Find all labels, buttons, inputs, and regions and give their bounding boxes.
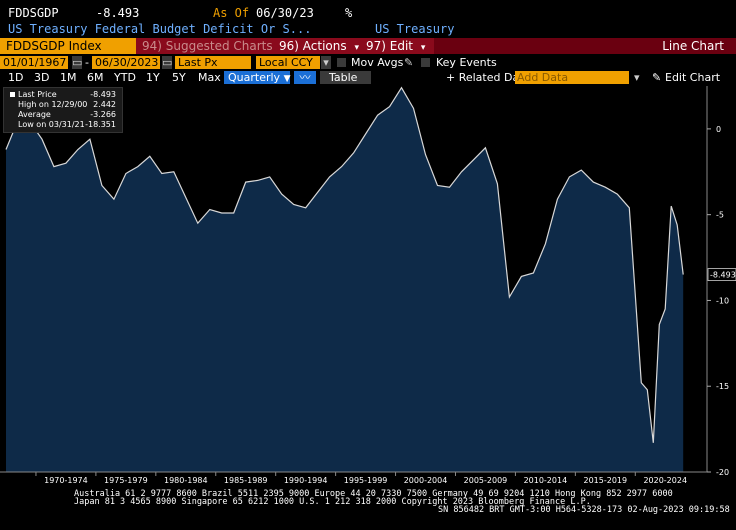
key-events-label: Key Events [436,56,497,69]
footer-contacts-1: Australia 61 2 9777 8600 Brazil 5511 239… [74,489,673,499]
ticker-symbol: FDDSGDP [8,6,59,20]
range-toolbar: 1D 3D 1M 6M YTD 1Y 5Y Max Quarterly ▼ 〰 … [0,71,736,85]
edit-menu[interactable]: 97) Edit ▾ [360,38,434,54]
x-tick-label: 2015-2019 [584,476,628,485]
edit-chart-button[interactable]: Edit Chart [665,71,721,84]
line-chart[interactable]: 0 -5 -10 -15 -20 1970-1974 1975-1979 1980-1984 1… [0,86,736,488]
chevron-down-icon[interactable]: ▾ [321,56,331,69]
last-value-box [707,268,736,281]
y-tick-label: 0 [716,125,721,134]
chart-legend: Last Price -8.493 High on 12/29/00 2.442… [3,87,123,133]
date-controls: 01/01/1967 ▭ - 06/30/2023 ▭ Last Px Loca… [0,56,736,70]
currency-select[interactable]: Local CCY [256,56,320,69]
tab-3d[interactable]: 3D [34,71,50,84]
date-separator: - [85,56,89,69]
x-tick-label: 2005-2009 [464,476,508,485]
chevron-down-icon: ▾ [354,43,359,53]
ticker-input[interactable]: FDDSGDP Index [0,38,146,54]
legend-average-value: -3.266 [90,110,116,119]
add-data-input[interactable]: Add Data [515,71,629,84]
unit-label: % [345,6,353,20]
header-bar: FDDSGDP -8.493 As Of 06/30/23 % [0,6,736,22]
x-tick-label: 1980-1984 [164,476,208,485]
current-value: -8.493 [96,6,140,20]
description-bar: US Treasury Federal Budget Deficit Or S.… [0,22,736,37]
tab-1d[interactable]: 1D [8,71,24,84]
chevron-down-icon: ▼ [283,74,291,84]
series-line [5,86,684,443]
tab-6m[interactable]: 6M [87,71,104,84]
footer-contacts-2: Japan 81 3 4565 8900 Singapore 65 6212 1… [74,497,591,507]
as-of-label: As Of [213,6,250,20]
calendar-icon[interactable]: ▭ [162,56,173,69]
price-field-select[interactable]: Last Px [175,56,251,69]
tab-max[interactable]: Max [198,71,221,84]
pencil-icon[interactable]: ✎ [404,56,414,69]
legend-last-price-value: -8.493 [90,90,116,99]
security-description: US Treasury Federal Budget Deficit Or S.… [8,22,312,36]
footer: Australia 61 2 9777 8600 Brazil 5511 239… [0,487,736,530]
frequency-select[interactable]: Quarterly ▼ [224,71,290,84]
end-date-input[interactable]: 06/30/2023 [92,56,160,69]
legend-average-label: Average [18,110,51,119]
x-tick-label: 2000-2004 [404,476,448,485]
legend-last-price-label: Last Price [18,90,57,99]
y-tick-label: -5 [716,211,724,220]
x-tick-label: 1985-1989 [224,476,268,485]
y-tick-label: -10 [716,296,729,305]
mov-avgs-checkbox[interactable] [337,58,346,67]
related-data-button[interactable]: + Related Dat [446,71,524,84]
suggested-charts-button[interactable]: 94) Suggested Charts [136,38,282,54]
tab-ytd[interactable]: YTD [114,71,136,84]
area-fill [5,87,684,472]
tab-5y[interactable]: 5Y [172,71,186,84]
footer-session-info: SN 856482 BRT GMT-3:00 H564-5328-173 02-… [438,505,730,515]
legend-swatch [10,92,15,97]
legend-high-value: 2.442 [93,100,116,109]
start-date-input[interactable]: 01/01/1967 [0,56,68,69]
chart-type-label: Line Chart [662,39,724,53]
frequency-label: Quarterly [228,71,281,84]
last-value-label: -8.493 [710,271,736,280]
x-tick-label: 1975-1979 [104,476,148,485]
y-tick-label: -20 [716,468,729,477]
y-tick-label: -15 [716,382,729,391]
x-tick-label: 2020-2024 [643,476,687,485]
tab-1y[interactable]: 1Y [146,71,160,84]
line-chart-icon[interactable]: 〰 [294,71,316,84]
source-label: US Treasury [375,22,455,36]
key-events-checkbox[interactable] [421,58,430,67]
legend-high-label: High on 12/29/00 [18,100,88,109]
x-tick-label: 1970-1974 [44,476,88,485]
x-tick-label: 1995-1999 [344,476,388,485]
legend-low-label: Low on 03/31/21 [18,120,85,129]
menu-bar: FDDSGDP Index 94) Suggested Charts 96) A… [0,38,736,54]
chevron-down-icon: ▾ [420,43,426,53]
actions-label: 96) Actions [279,39,347,53]
tab-1m[interactable]: 1M [60,71,77,84]
x-tick-label: 2010-2014 [524,476,568,485]
legend-low-value: -18.351 [85,120,116,129]
table-button[interactable]: Table [320,71,371,84]
as-of-date: 06/30/23 [256,6,314,20]
mov-avgs-label: Mov Avgs [351,56,404,69]
calendar-icon[interactable]: ▭ [72,56,83,69]
pencil-icon: ✎ [652,71,662,84]
x-tick-label: 1990-1994 [284,476,328,485]
chevron-down-icon[interactable]: ▾ [634,71,640,84]
edit-label: 97) Edit [366,39,414,53]
actions-menu[interactable]: 96) Actions ▾ [273,38,369,54]
